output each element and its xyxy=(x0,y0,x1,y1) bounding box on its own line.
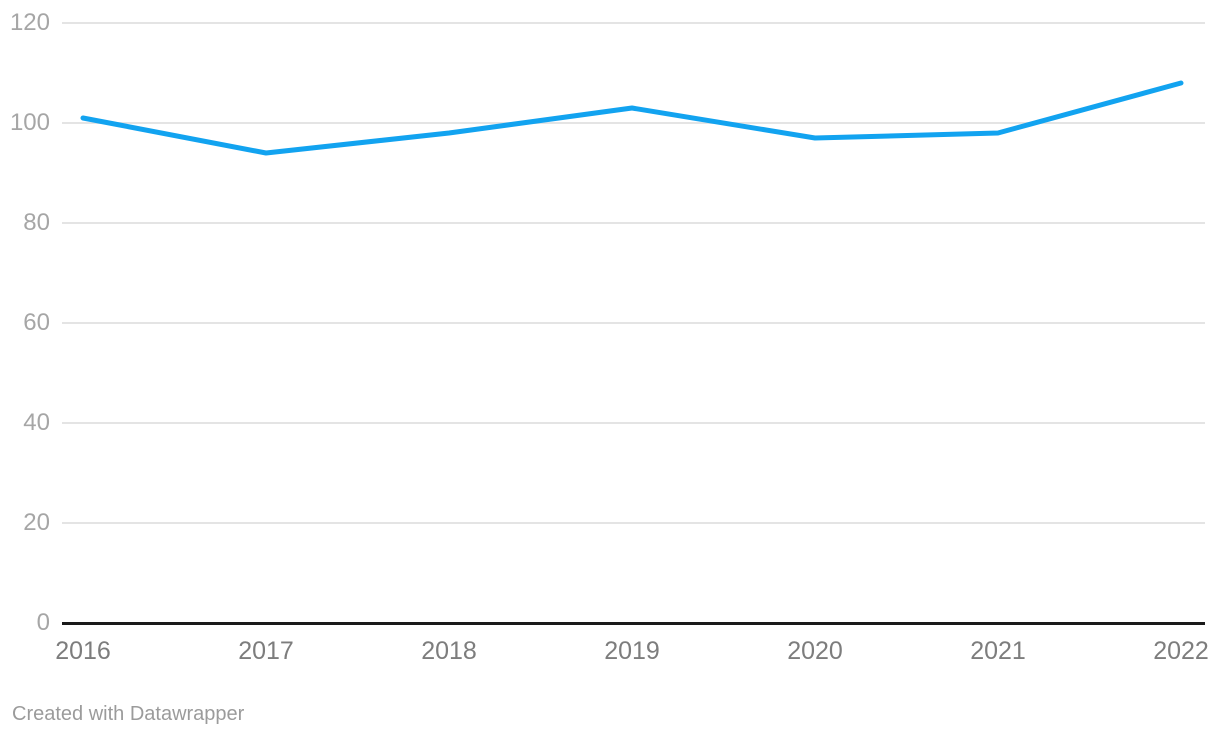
x-tick-label: 2017 xyxy=(238,637,294,665)
gridline xyxy=(62,422,1205,424)
x-axis-line xyxy=(62,622,1205,625)
y-tick-label: 40 xyxy=(23,409,50,436)
x-tick-label: 2019 xyxy=(604,637,660,665)
x-tick-label: 2022 xyxy=(1153,637,1209,665)
y-tick-label: 100 xyxy=(9,109,50,136)
gridline xyxy=(62,122,1205,124)
y-tick-label: 0 xyxy=(36,609,50,636)
x-tick-label: 2018 xyxy=(421,637,477,665)
gridline xyxy=(62,22,1205,24)
x-tick-label: 2020 xyxy=(787,637,843,665)
line-series xyxy=(80,80,1184,156)
y-tick-label: 20 xyxy=(23,509,50,536)
gridline xyxy=(62,522,1205,524)
y-tick-label: 120 xyxy=(9,9,50,36)
y-tick-label: 80 xyxy=(23,209,50,236)
x-tick-label: 2021 xyxy=(970,637,1026,665)
y-tick-label: 60 xyxy=(23,309,50,336)
gridline xyxy=(62,222,1205,224)
x-tick-label: 2016 xyxy=(55,637,111,665)
datawrapper-credit-link[interactable]: Created with Datawrapper xyxy=(12,703,245,725)
gridline xyxy=(62,322,1205,324)
